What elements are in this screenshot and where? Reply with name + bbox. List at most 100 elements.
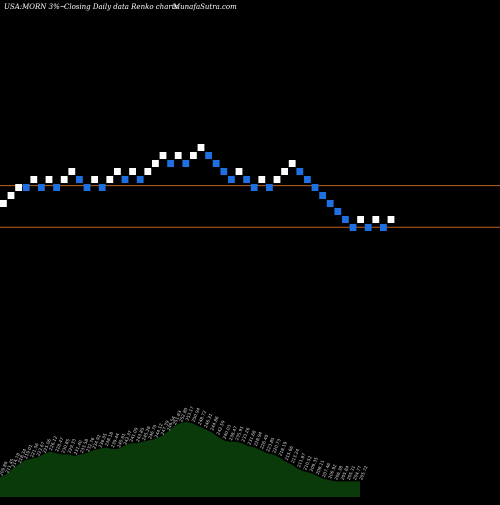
volume-label: 246.70	[147, 424, 158, 440]
renko-brick-up	[30, 176, 38, 183]
volume-label: 251.63	[172, 410, 183, 426]
volume-label: 204.77	[352, 465, 363, 481]
renko-brick-down	[296, 168, 304, 175]
volume-label: 209.35	[309, 456, 320, 472]
volume-label: 230.85	[60, 438, 71, 454]
renko-brick-up	[7, 192, 15, 199]
volume-label: 205.31	[346, 465, 357, 481]
volume-label: 218.19	[278, 441, 289, 457]
volume-label: 240.03	[222, 424, 233, 440]
renko-brick-up	[235, 168, 243, 175]
change-label: 3%	[48, 3, 60, 11]
volume-label: 240.61	[116, 432, 127, 448]
volume-label: 223.67	[35, 441, 46, 457]
volume-label: 247.39	[160, 420, 171, 436]
volume-label: 249.54	[166, 415, 177, 431]
renko-brick-up	[357, 216, 364, 223]
renko-brick-down	[76, 176, 83, 183]
renko-brick-up	[45, 176, 53, 183]
renko-brick-down	[121, 176, 129, 183]
volume-label: 228.94	[253, 431, 264, 447]
volume-label: 239.44	[110, 432, 121, 448]
volume-label: 252.80	[178, 407, 189, 423]
volume-label: 213.24	[290, 448, 301, 464]
chart-description: Closing Daily data Renko charts	[64, 3, 179, 11]
renko-brick-up	[288, 160, 296, 167]
volume-label: 233.58	[79, 438, 90, 454]
volume-label: 236.05	[98, 432, 109, 448]
renko-brick-up	[159, 152, 167, 159]
volume-label: 218.34	[17, 448, 28, 464]
renko-brick-down	[212, 160, 220, 167]
volume-label: 248.72	[197, 410, 208, 426]
renko-brick-up	[197, 144, 205, 151]
renko-brick-up	[190, 152, 197, 159]
volume-label: 214.78	[11, 452, 22, 468]
renko-brick-down	[243, 176, 250, 183]
renko-brick-down	[167, 160, 174, 167]
renko-brick-up	[174, 152, 182, 159]
trend-arrow: ~	[59, 3, 66, 11]
volume-label: 234.92	[91, 434, 102, 450]
renko-brick-up	[152, 160, 159, 167]
volume-label: 246.31	[203, 412, 214, 428]
volume-label: 229.33	[67, 438, 78, 454]
volume-label: 244.12	[153, 422, 164, 438]
renko-brick-down	[380, 224, 387, 231]
volume-label: 215.66	[284, 445, 295, 461]
renko-brick-down	[364, 224, 372, 231]
volume-label: 242.37	[122, 429, 133, 445]
renko-brick-up	[106, 176, 114, 183]
volume-label: 209.89	[0, 461, 10, 477]
renko-brick-down	[136, 176, 144, 183]
renko-brick-up	[15, 184, 22, 191]
volume-label: 223.85	[265, 436, 276, 452]
volume-label: 220.73	[271, 438, 282, 454]
volume-label: 225.06	[42, 438, 53, 454]
renko-brick-up	[144, 168, 152, 175]
renko-brick-up	[281, 168, 288, 175]
volume-label: 208.11	[315, 459, 326, 475]
volume-label: 238.47	[228, 425, 239, 441]
volume-area	[0, 422, 360, 497]
renko-brick-down	[53, 184, 60, 191]
volume-label: 207.46	[321, 462, 332, 478]
renko-brick-up	[0, 200, 7, 207]
volume-label: 211.45	[4, 458, 15, 474]
chart-header: USA:MORN 3%~	[4, 3, 66, 11]
renko-brick-up	[258, 176, 266, 183]
volume-label: 221.56	[29, 442, 40, 458]
renko-brick-down	[228, 176, 235, 183]
renko-brick-down	[304, 176, 311, 183]
renko-brick-down	[342, 216, 349, 223]
site-name: MunafaSutra.com	[173, 3, 237, 11]
volume-label: 253.17	[184, 405, 195, 421]
volume-label: 205.72	[358, 465, 369, 481]
renko-brick-up	[114, 168, 121, 175]
renko-brick-down	[83, 184, 91, 191]
renko-brick-down	[38, 184, 45, 191]
symbol-label: USA:MORN	[4, 3, 47, 11]
renko-brick-down	[311, 184, 319, 191]
volume-label: 231.68	[247, 429, 258, 445]
renko-brick-up	[273, 176, 281, 183]
volume-label: 231.40	[73, 439, 84, 455]
renko-brick-up	[60, 176, 68, 183]
volume-label: 241.09	[129, 427, 140, 443]
volume-label: 211.87	[296, 452, 307, 468]
volume-label: 232.76	[85, 436, 96, 452]
renko-brick-down	[98, 184, 106, 191]
volume-label: 206.92	[327, 463, 338, 479]
renko-brick-up	[372, 216, 380, 223]
renko-brick-down	[182, 160, 190, 167]
volume-label: 210.52	[302, 455, 313, 471]
renko-brick-up	[91, 176, 98, 183]
renko-brick-down	[349, 224, 357, 231]
renko-brick-down	[22, 184, 30, 191]
volume-label: 233.26	[240, 427, 251, 443]
renko-brick-down	[319, 192, 326, 199]
volume-label: 244.86	[209, 415, 220, 431]
volume-label: 235.91	[234, 425, 245, 441]
volume-label: 228.47	[54, 436, 65, 452]
